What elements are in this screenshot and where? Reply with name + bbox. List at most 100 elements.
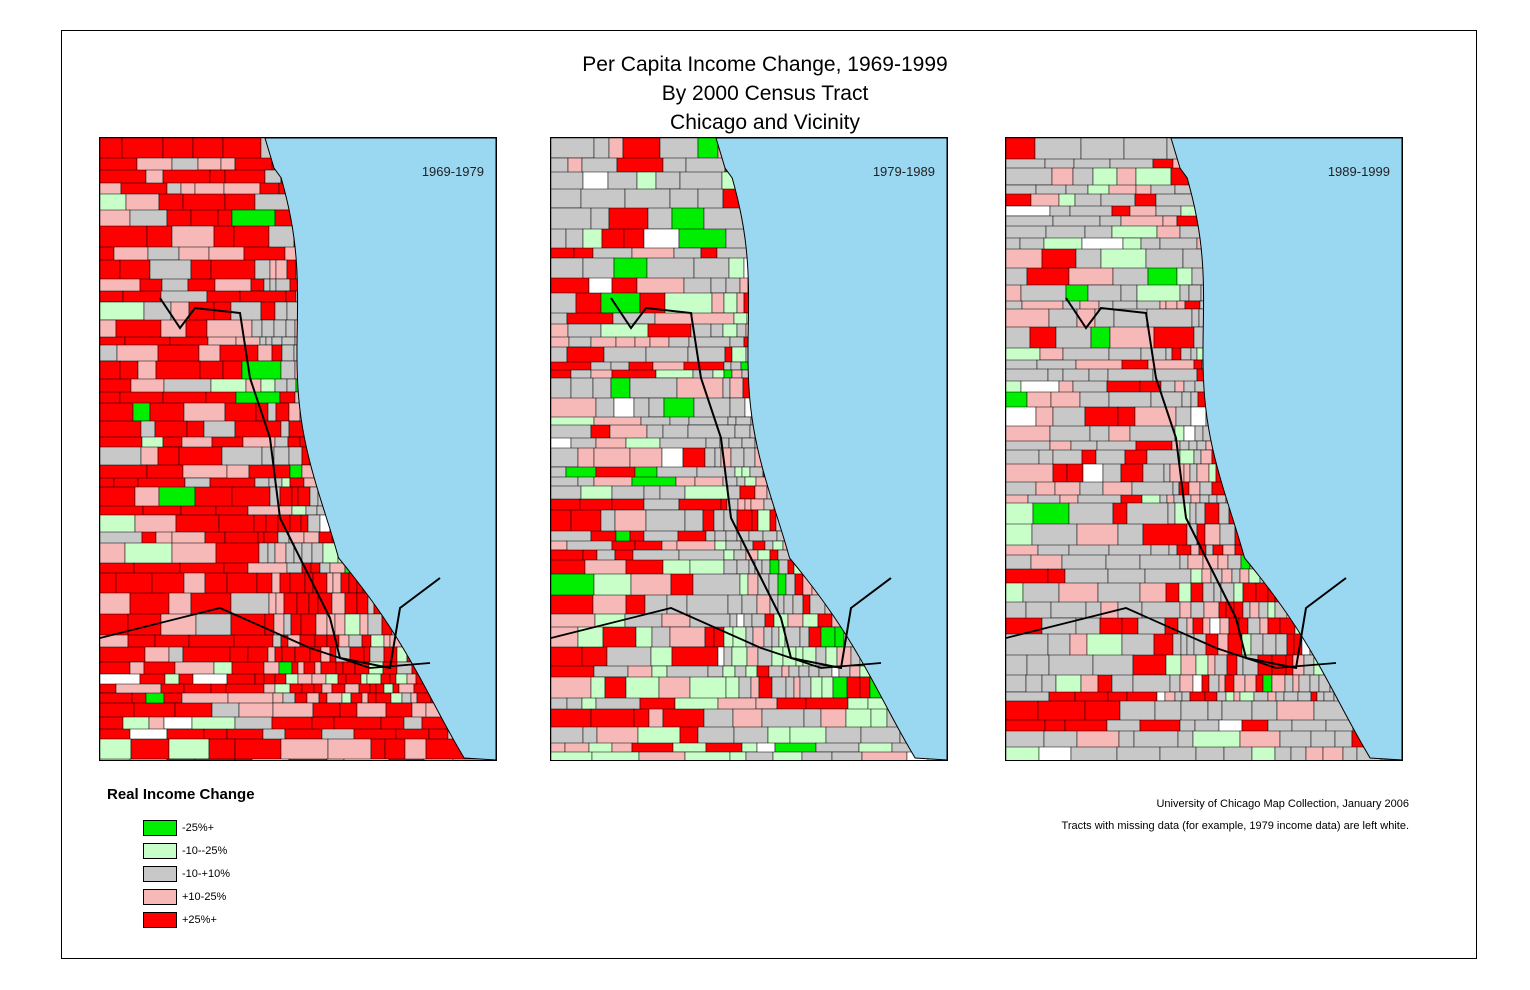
tract [149, 402, 185, 424]
tract [1309, 674, 1320, 693]
tract [1196, 440, 1207, 451]
tract [1316, 691, 1325, 702]
tract [737, 498, 746, 511]
tract [734, 424, 751, 439]
tract [305, 505, 318, 516]
tract [190, 592, 232, 616]
tract [329, 562, 346, 574]
tract [369, 683, 377, 694]
tract [1253, 691, 1269, 702]
tract [1242, 601, 1251, 619]
tract [234, 738, 282, 760]
credit-line-2: Tracts with missing data (for example, 1… [1061, 820, 1409, 832]
tract [752, 626, 765, 648]
legend-swatch [143, 888, 177, 905]
city-boundary [1065, 297, 1347, 670]
tract [199, 360, 224, 380]
legend: Real Income Change -25%+ -10--25% -10-+1… [107, 786, 255, 931]
tract [723, 626, 734, 648]
tract [320, 661, 337, 675]
tract [1250, 633, 1264, 656]
tract [1180, 347, 1192, 361]
tract [729, 397, 746, 418]
tract [251, 758, 290, 760]
tract [1155, 205, 1182, 217]
tract [1184, 300, 1201, 310]
tract [338, 634, 350, 648]
tract [1086, 633, 1123, 657]
tract [1188, 481, 1201, 496]
tract [669, 188, 699, 212]
tract [1190, 391, 1199, 408]
tract [100, 360, 121, 381]
tract [1226, 654, 1238, 676]
tract [714, 530, 727, 542]
tract [331, 592, 346, 615]
tract [250, 278, 265, 292]
tract [1196, 463, 1210, 483]
tract [1183, 380, 1196, 393]
tract [669, 626, 706, 648]
tract [383, 634, 391, 648]
tract [182, 646, 231, 665]
tract [271, 572, 281, 594]
tract [705, 530, 716, 542]
tract [1183, 425, 1196, 442]
tract [197, 157, 222, 171]
tract [1171, 347, 1182, 361]
tract [629, 377, 678, 399]
legend-swatch [143, 911, 177, 928]
tract [1189, 502, 1197, 525]
tract [279, 572, 291, 594]
tract [751, 509, 759, 532]
tract [326, 692, 343, 704]
tract [188, 634, 235, 649]
tract [144, 646, 170, 663]
tract [1176, 267, 1193, 286]
tract [300, 613, 317, 636]
tract [275, 592, 285, 615]
tract [100, 673, 141, 686]
tract [1262, 674, 1273, 693]
tract [288, 758, 328, 760]
tract [750, 498, 765, 511]
tract [1178, 582, 1192, 603]
credits: University of Chicago Map Collection, Ja… [1062, 793, 1409, 837]
tract [600, 323, 649, 339]
tract [1208, 674, 1220, 693]
tract [404, 738, 427, 760]
tract [423, 758, 454, 760]
tract [727, 485, 741, 500]
tract [781, 665, 790, 678]
tract [756, 665, 770, 678]
tract [757, 509, 771, 532]
tract [1275, 691, 1285, 702]
tract [366, 673, 382, 685]
period-label: 1989-1999 [1327, 164, 1390, 179]
tract [1204, 523, 1221, 546]
tract [281, 646, 296, 663]
tract [1239, 568, 1250, 584]
tract [345, 673, 362, 685]
tract [614, 509, 647, 533]
tract [211, 702, 240, 720]
tract [1298, 674, 1311, 693]
tract [724, 346, 733, 363]
tract [1163, 463, 1171, 483]
tract [1052, 463, 1068, 485]
tract [370, 634, 385, 648]
tract [609, 424, 648, 440]
tract [142, 505, 182, 516]
tract [639, 697, 676, 711]
tract [1186, 617, 1194, 635]
legend-item: +25%+ [143, 908, 255, 931]
tract [294, 692, 308, 704]
tract [130, 738, 170, 760]
tract [291, 661, 299, 675]
tract [348, 634, 363, 648]
legend-label: +10-25% [182, 890, 227, 903]
tract [581, 646, 608, 667]
tract [713, 509, 725, 532]
tract [163, 692, 183, 704]
tract [1132, 654, 1167, 676]
